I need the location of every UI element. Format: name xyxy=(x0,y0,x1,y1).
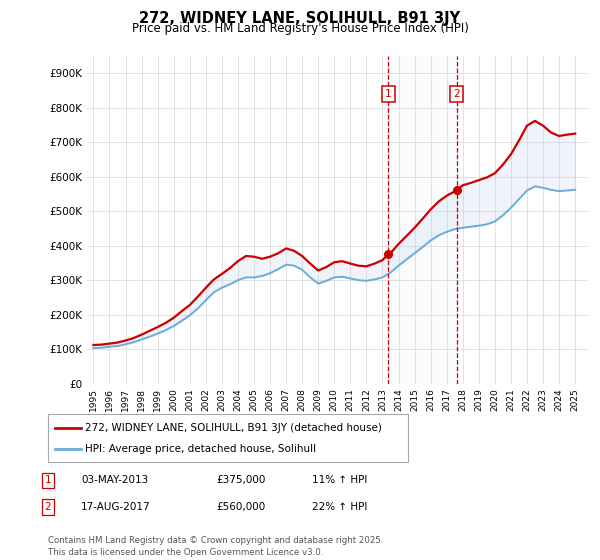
Text: 03-MAY-2013: 03-MAY-2013 xyxy=(81,475,148,486)
Text: 1: 1 xyxy=(385,89,391,99)
Text: Contains HM Land Registry data © Crown copyright and database right 2025.
This d: Contains HM Land Registry data © Crown c… xyxy=(48,536,383,557)
Text: 11% ↑ HPI: 11% ↑ HPI xyxy=(312,475,367,486)
Bar xyxy=(388,56,457,384)
Text: 272, WIDNEY LANE, SOLIHULL, B91 3JY (detached house): 272, WIDNEY LANE, SOLIHULL, B91 3JY (det… xyxy=(85,423,382,433)
Text: 17-AUG-2017: 17-AUG-2017 xyxy=(81,502,151,512)
Text: 2: 2 xyxy=(44,502,52,512)
Text: HPI: Average price, detached house, Solihull: HPI: Average price, detached house, Soli… xyxy=(85,444,316,454)
Text: £560,000: £560,000 xyxy=(216,502,265,512)
Text: £375,000: £375,000 xyxy=(216,475,265,486)
Text: 1: 1 xyxy=(44,475,52,486)
Text: 22% ↑ HPI: 22% ↑ HPI xyxy=(312,502,367,512)
Text: 272, WIDNEY LANE, SOLIHULL, B91 3JY: 272, WIDNEY LANE, SOLIHULL, B91 3JY xyxy=(139,11,461,26)
Text: Price paid vs. HM Land Registry's House Price Index (HPI): Price paid vs. HM Land Registry's House … xyxy=(131,22,469,35)
Text: 2: 2 xyxy=(454,89,460,99)
